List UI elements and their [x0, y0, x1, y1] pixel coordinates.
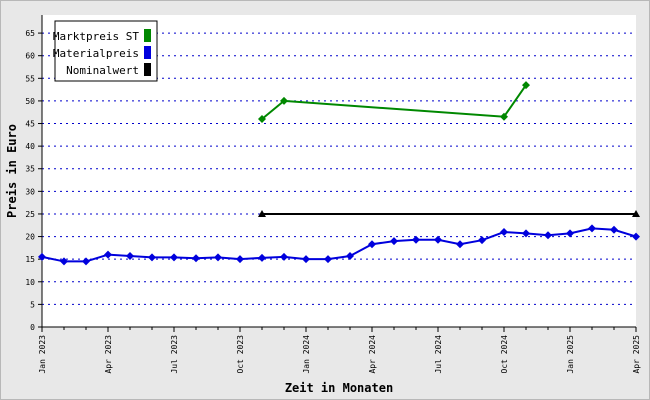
series-0 [258, 81, 530, 123]
y-tick-label-35: 35 [25, 165, 35, 174]
data-point [126, 252, 134, 261]
axes [41, 15, 636, 328]
y-tick-label-10: 10 [25, 278, 35, 287]
x-tick-label: Oct 2024 [500, 335, 509, 374]
legend-item-marktpreis: Marktpreis ST [53, 29, 151, 43]
x-tick-label: Apr 2023 [104, 335, 113, 374]
y-tick-label-20: 20 [25, 233, 35, 242]
x-tick-label: Jan 2024 [302, 335, 311, 374]
legend-swatch-marktpreis [144, 29, 151, 42]
data-point [104, 250, 112, 259]
y-tick-label-50: 50 [25, 97, 35, 106]
data-point [302, 255, 310, 264]
data-point [236, 255, 244, 264]
data-point [214, 253, 222, 262]
data-point [38, 252, 46, 261]
y-tick-label-55: 55 [25, 74, 35, 83]
data-point [610, 225, 618, 234]
legend-box [54, 20, 158, 82]
data-point [632, 209, 640, 217]
y-tick-label-65: 65 [25, 29, 35, 38]
x-tick-label: Apr 2024 [368, 335, 377, 374]
legend-label-materialpreis: Materialpreis [53, 47, 139, 60]
legend-item-nominalwert: Nominalwert [66, 63, 151, 77]
x-tick-label: Apr 2025 [632, 335, 641, 374]
data-point [60, 257, 68, 266]
legend-label-marktpreis: Marktpreis ST [53, 30, 139, 43]
data-point [500, 228, 508, 237]
legend-item-materialpreis: Materialpreis [53, 46, 151, 60]
series-1 [38, 224, 640, 266]
data-point [280, 96, 288, 105]
data-point [456, 240, 464, 249]
data-point [522, 81, 530, 90]
y-tick-label-60: 60 [25, 52, 35, 61]
x-tick-label: Jan 2025 [566, 335, 575, 374]
data-point [192, 254, 200, 263]
y-axis-ticks: 0 5 10 15 20 25 30 35 40 45 50 55 60 65 [25, 29, 42, 332]
data-point [258, 209, 266, 217]
x-tick-label: Jul 2024 [434, 335, 443, 374]
data-point [588, 224, 596, 233]
legend-label-nominalwert: Nominalwert [66, 64, 139, 77]
data-point [324, 255, 332, 264]
x-axis-ticks: Jan 2023 Apr 2023 Jul 2023 Oct 2023 Jan 2024… [38, 327, 641, 374]
x-tick-label: Jan 2023 [38, 335, 47, 374]
data-point [82, 257, 90, 266]
series-layer [38, 81, 640, 266]
data-point [478, 236, 486, 245]
series-line [261, 84, 527, 120]
y-axis-label: Preis in Euro [5, 124, 19, 218]
data-point [170, 253, 178, 262]
data-point [522, 229, 530, 238]
data-point [566, 229, 574, 238]
data-point [368, 240, 376, 249]
y-tick-label-40: 40 [25, 142, 35, 151]
y-tick-label-25: 25 [25, 210, 35, 219]
data-point [390, 237, 398, 246]
y-tick-label-45: 45 [25, 120, 35, 129]
data-point [258, 115, 266, 123]
data-point [346, 252, 354, 261]
data-point [500, 112, 508, 121]
y-tick-label-0: 0 [30, 323, 35, 332]
x-tick-label: Jul 2023 [170, 335, 179, 374]
x-tick-label: Oct 2023 [236, 335, 245, 374]
data-point [544, 231, 552, 240]
data-point [412, 235, 420, 244]
series-2 [258, 209, 640, 217]
y-tick-label-15: 15 [25, 255, 35, 264]
legend-swatch-nominalwert [144, 63, 151, 76]
series-line [41, 227, 637, 263]
data-point [280, 252, 288, 261]
data-point [258, 253, 266, 262]
data-point [434, 235, 442, 244]
y-tick-label-5: 5 [30, 300, 35, 309]
legend-swatch-materialpreis [144, 46, 151, 59]
data-point [148, 253, 156, 262]
legend: Marktpreis ST Materialpreis Nominalwert [53, 20, 158, 82]
x-axis-label: Zeit in Monaten [285, 381, 393, 395]
y-tick-label-30: 30 [25, 187, 35, 196]
data-point [632, 232, 640, 241]
